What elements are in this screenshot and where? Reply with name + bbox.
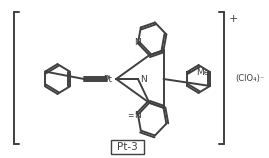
Text: (ClO₄)⁻: (ClO₄)⁻ bbox=[235, 75, 265, 83]
Text: N: N bbox=[134, 111, 140, 120]
Text: Pt-3: Pt-3 bbox=[117, 142, 138, 152]
Text: Pt: Pt bbox=[103, 75, 112, 83]
Text: =: = bbox=[127, 111, 134, 120]
Text: N: N bbox=[140, 75, 147, 83]
FancyBboxPatch shape bbox=[111, 140, 144, 154]
Text: +: + bbox=[229, 14, 238, 24]
Text: Me: Me bbox=[197, 68, 210, 77]
Text: N: N bbox=[134, 38, 140, 47]
